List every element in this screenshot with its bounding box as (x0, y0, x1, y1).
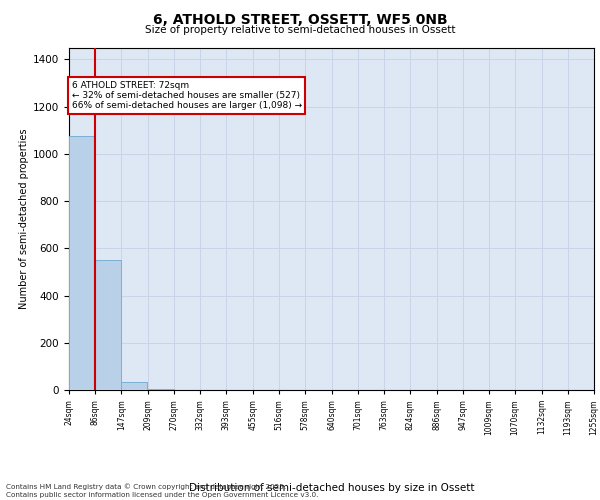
Text: 6, ATHOLD STREET, OSSETT, WF5 0NB: 6, ATHOLD STREET, OSSETT, WF5 0NB (152, 12, 448, 26)
X-axis label: Distribution of semi-detached houses by size in Ossett: Distribution of semi-detached houses by … (189, 484, 474, 494)
Bar (69, 136, 95, 390)
Text: Contains HM Land Registry data © Crown copyright and database right 2025.
Contai: Contains HM Land Registry data © Crown c… (6, 484, 319, 498)
Bar (148, 389, 174, 390)
Text: Size of property relative to semi-detached houses in Ossett: Size of property relative to semi-detach… (145, 25, 455, 35)
Bar (95, 260, 121, 390)
Y-axis label: Number of semi-detached properties: Number of semi-detached properties (19, 128, 29, 309)
Text: 6 ATHOLD STREET: 72sqm
← 32% of semi-detached houses are smaller (527)
66% of se: 6 ATHOLD STREET: 72sqm ← 32% of semi-det… (71, 80, 302, 110)
Bar (121, 382, 148, 390)
